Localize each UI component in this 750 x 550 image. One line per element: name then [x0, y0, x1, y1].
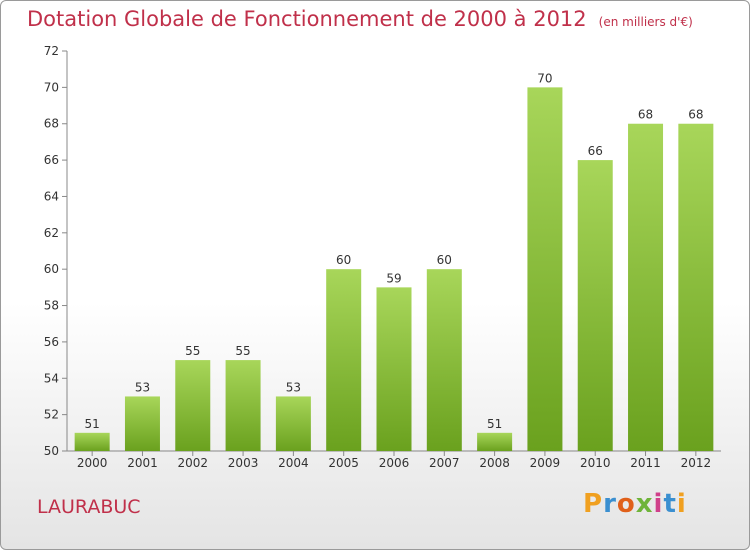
logo-letter: t [663, 489, 677, 519]
bar-value-label: 55 [185, 344, 200, 358]
chart-title-text: Dotation Globale de Fonctionnement de 20… [27, 7, 587, 31]
bar-value-label: 68 [688, 108, 703, 122]
x-tick-label: 2000 [77, 456, 108, 470]
y-tick-label: 64 [44, 189, 59, 203]
x-tick-label: 2011 [630, 456, 661, 470]
chart-title: Dotation Globale de Fonctionnement de 20… [27, 7, 693, 31]
x-tick-label: 2012 [681, 456, 712, 470]
bar [527, 87, 563, 451]
bar-value-label: 51 [85, 417, 100, 431]
bar-value-label: 53 [135, 380, 150, 394]
y-tick-label: 70 [44, 80, 59, 94]
bar-value-label: 66 [588, 144, 603, 158]
bar [225, 360, 261, 451]
logo-letter: i [676, 489, 687, 519]
chart-axes: 50 52 54 56 58 60 62 64 66 68 70 72 [44, 44, 721, 458]
x-tick-label: 2008 [479, 456, 510, 470]
commune-name: LAURABUC [37, 496, 141, 518]
bar [175, 360, 211, 451]
bar [376, 287, 412, 451]
bar-value-label: 68 [638, 108, 653, 122]
bar [426, 269, 462, 451]
bar [477, 432, 513, 451]
x-tick-label: 2003 [228, 456, 259, 470]
x-tick-label: 2002 [177, 456, 208, 470]
x-tick-label: 2006 [379, 456, 410, 470]
bar [628, 123, 664, 452]
x-tick-label: 2009 [530, 456, 561, 470]
logo-letter: x [635, 489, 654, 519]
bar-value-label: 59 [386, 271, 401, 285]
y-tick-label: 62 [44, 226, 59, 240]
x-tick-label: 2010 [580, 456, 611, 470]
bar [577, 160, 613, 451]
y-tick-label: 50 [44, 444, 59, 458]
logo-letter: P [583, 489, 604, 519]
bar [678, 123, 714, 452]
proxiti-logo[interactable]: Proxiti [583, 489, 687, 519]
bar [74, 432, 110, 451]
chart-labels: 2000 51 2001 53 2002 55 2003 55 2004 53 2005 60 2006… [77, 71, 711, 470]
bar [275, 396, 311, 451]
y-tick-label: 60 [44, 262, 59, 276]
x-tick-label: 2001 [127, 456, 158, 470]
bar-value-label: 70 [537, 71, 552, 85]
chart-bars [74, 87, 714, 452]
chart-subtitle: (en milliers d'€) [598, 15, 693, 29]
y-tick-label: 52 [44, 408, 59, 422]
y-tick-label: 66 [44, 153, 59, 167]
bar-value-label: 60 [336, 253, 351, 267]
bar-value-label: 55 [235, 344, 250, 358]
bar-value-label: 53 [286, 380, 301, 394]
y-tick-label: 72 [44, 44, 59, 58]
bar [326, 269, 362, 451]
y-tick-label: 54 [44, 371, 59, 385]
logo-letter: o [616, 489, 636, 519]
x-tick-label: 2004 [278, 456, 309, 470]
y-tick-label: 56 [44, 335, 59, 349]
y-tick-label: 68 [44, 117, 59, 131]
bar [124, 396, 160, 451]
bar-value-label: 60 [437, 253, 452, 267]
bar-value-label: 51 [487, 417, 502, 431]
y-tick-label: 58 [44, 299, 59, 313]
logo-letter: r [603, 489, 617, 519]
x-tick-label: 2005 [328, 456, 359, 470]
logo-letter: i [653, 489, 664, 519]
x-tick-label: 2007 [429, 456, 460, 470]
